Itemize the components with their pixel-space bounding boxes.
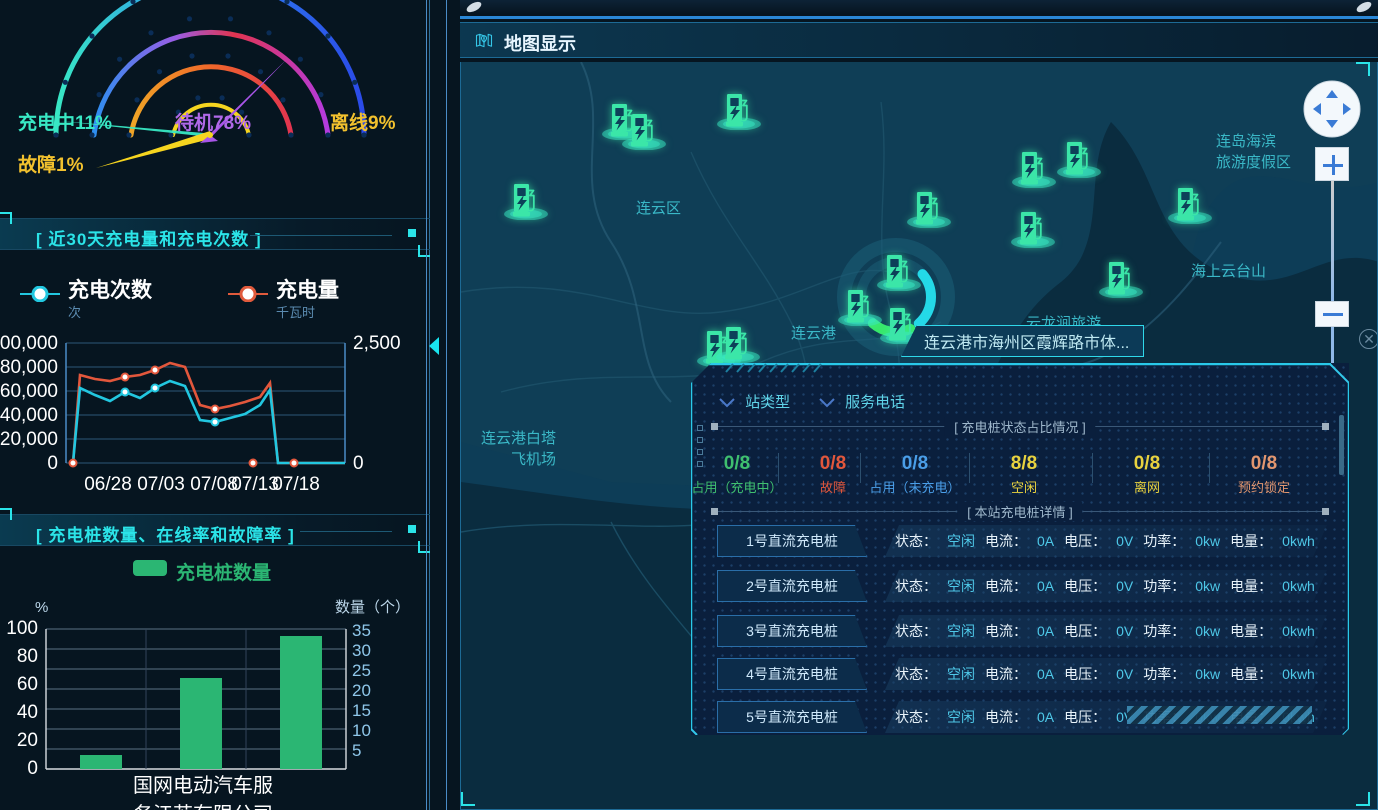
svg-text:0: 0 <box>353 453 364 474</box>
svg-text:15: 15 <box>352 701 371 720</box>
svg-text:07/18: 07/18 <box>272 474 320 495</box>
svg-text:0: 0 <box>47 453 58 474</box>
svg-text:20: 20 <box>17 730 38 751</box>
svg-text:5: 5 <box>352 741 361 760</box>
svg-text:80,000: 80,000 <box>0 357 58 378</box>
svg-text:06/28: 06/28 <box>84 474 132 495</box>
svg-text:20: 20 <box>352 681 371 700</box>
svg-text:%: % <box>35 599 48 616</box>
svg-text:30: 30 <box>352 641 371 660</box>
svg-text:20,000: 20,000 <box>0 429 58 450</box>
svg-text:60,000: 60,000 <box>0 381 58 402</box>
svg-text:25: 25 <box>352 661 371 680</box>
svg-text:数量（个）: 数量（个） <box>335 599 410 616</box>
svg-text:100: 100 <box>6 618 38 639</box>
svg-text:35: 35 <box>352 621 371 640</box>
svg-text:40,000: 40,000 <box>0 405 58 426</box>
svg-text:0: 0 <box>27 758 38 779</box>
svg-text:07/03: 07/03 <box>137 474 185 495</box>
svg-text:40: 40 <box>17 702 38 723</box>
svg-text:00,000: 00,000 <box>0 333 58 354</box>
svg-text:10: 10 <box>352 721 371 740</box>
svg-text:80: 80 <box>17 646 38 667</box>
svg-text:2,500: 2,500 <box>353 333 401 354</box>
svg-text:60: 60 <box>17 674 38 695</box>
